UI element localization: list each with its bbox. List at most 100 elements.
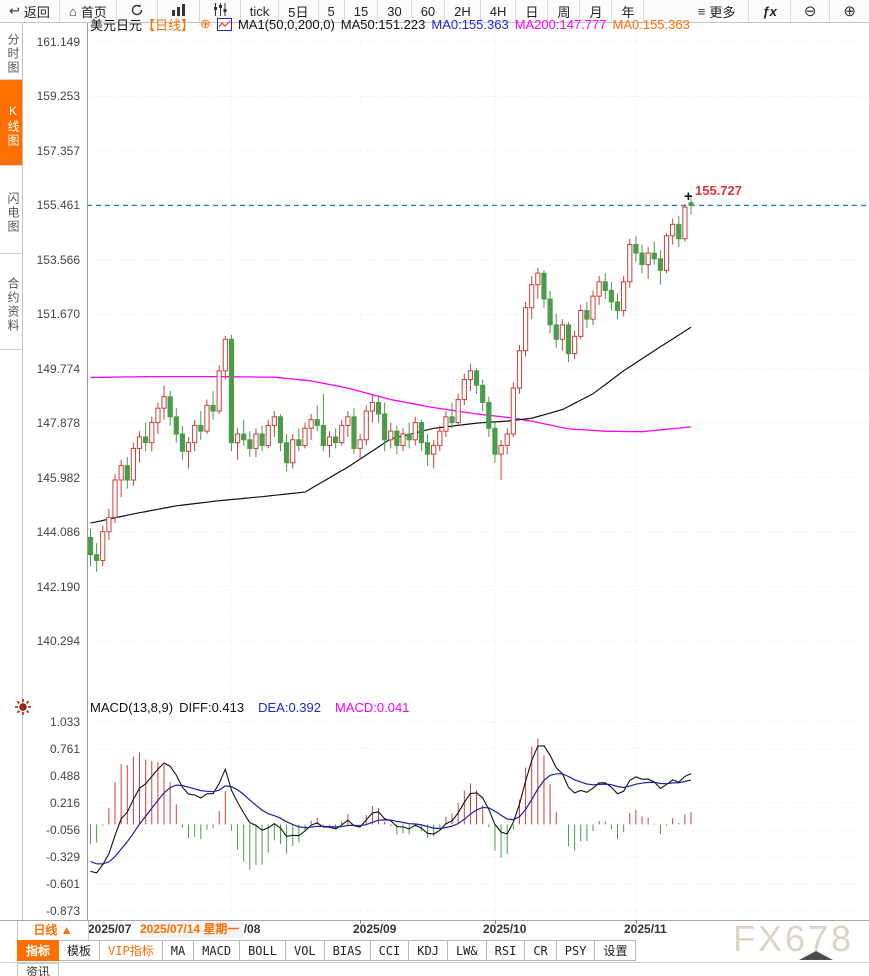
macd-axis-label: 0.761 <box>49 742 80 756</box>
indicator-button-MA[interactable]: MA <box>162 940 195 961</box>
period-button-5日[interactable]: 5日 <box>279 0 319 22</box>
chart-header: 美元日元 【日线】 ⊕ MA1(50,0,200,0) MA50:151.223 … <box>90 15 690 33</box>
ma0-blue-value: MA0:155.363 <box>431 16 509 32</box>
indicator-button-设置[interactable]: 设置 <box>595 940 637 961</box>
price-axis-label: 147.878 <box>36 416 80 431</box>
indicator-button-RSI[interactable]: RSI <box>486 940 526 961</box>
home-icon: ⌂ <box>68 3 77 19</box>
column-chart-icon <box>171 3 186 19</box>
period-buttons: tick 5日 5 15 30 60 2H 4H 日周月年 <box>241 0 645 22</box>
collapse-triangle-icon[interactable] <box>799 951 833 960</box>
zoom-out-icon: ⊖ <box>803 3 817 20</box>
macd-diff-value: DIFF:0.413 <box>179 700 245 715</box>
indicator-button-PSY[interactable]: PSY <box>556 940 596 961</box>
price-axis-label: 157.357 <box>36 143 80 158</box>
indicator-button-指标[interactable]: 指标 <box>17 940 60 961</box>
back-button[interactable]: ↩ 返回 <box>0 0 60 22</box>
macd-title: MACD(13,8,9) <box>90 700 174 715</box>
interval-selector[interactable]: 日线 ▲ <box>17 921 89 940</box>
sidebar-item-闪电图[interactable]: 闪电图 <box>0 166 22 254</box>
top-toolbar: ↩ 返回 ⌂ 首页 tick 5日 5 15 30 60 2H 4H 日周月年 ≡ 更多 <box>0 0 869 23</box>
more-label: 更多 <box>709 4 736 20</box>
period-button-5[interactable]: 5 <box>319 0 345 22</box>
price-axis-label: 159.253 <box>36 89 80 104</box>
candles-icon <box>213 3 227 19</box>
plot-left-border <box>87 22 88 920</box>
macd-indicator-chart[interactable] <box>87 698 869 920</box>
indicator-button-CR[interactable]: CR <box>525 940 557 961</box>
refresh-button[interactable] <box>117 0 158 22</box>
price-axis-label: 140.294 <box>36 634 80 649</box>
zoom-in-button[interactable]: ⊕ <box>830 0 869 22</box>
chart-type-sidebar: 分时图 K线图 闪电图 合约资料 <box>0 22 23 920</box>
date-tooltip: 2025/07/14 星期一 <box>140 921 244 938</box>
indicator-button-LW&[interactable]: LW& <box>447 940 487 961</box>
price-axis-label: 142.190 <box>36 579 80 594</box>
indicator-button-BOLL[interactable]: BOLL <box>240 940 286 961</box>
indicator-button-KDJ[interactable]: KDJ <box>409 940 448 961</box>
indicator-settings-icon[interactable] <box>13 697 33 717</box>
x-axis-label: 2025/09 <box>353 922 397 936</box>
bottom-separator <box>0 962 869 963</box>
x-axis-label: 2025/11 <box>624 922 667 936</box>
price-axis-label: 161.149 <box>36 35 80 49</box>
indicator-fx-button[interactable]: ƒx <box>749 0 791 22</box>
macd-header: MACD(13,8,9) DIFF:0.413 DEA:0.392 MACD:0… <box>90 700 409 715</box>
indicator-button-MACD[interactable]: MACD <box>194 940 241 961</box>
candle-chart-button[interactable] <box>200 0 241 22</box>
news-tab[interactable]: 资讯 <box>17 963 59 976</box>
fx-icon: ƒx <box>762 3 777 19</box>
indicator-button-模板[interactable]: 模板 <box>59 940 101 961</box>
back-label: 返回 <box>23 4 50 20</box>
ma200-value: MA200:147.777 <box>514 16 607 32</box>
home-button[interactable]: ⌂ 首页 <box>60 0 117 22</box>
sidebar-item-分时图[interactable]: 分时图 <box>0 22 22 80</box>
period-button-30[interactable]: 30 <box>378 0 412 22</box>
sidebar-item-K线图[interactable]: K线图 <box>0 80 22 166</box>
indicator-button-BIAS[interactable]: BIAS <box>324 940 371 961</box>
period-button-2H[interactable]: 2H <box>445 0 481 22</box>
main-price-chart[interactable] <box>87 22 869 698</box>
more-button[interactable]: ≡ 更多 <box>685 0 750 22</box>
macd-axis-label: 1.033 <box>49 715 80 730</box>
macd-axis-label: -0.056 <box>45 822 80 837</box>
period-button-周[interactable]: 周 <box>548 0 581 22</box>
macd-hist-value: MACD:0.041 <box>334 700 410 715</box>
symbol-name: 美元日元 <box>90 17 143 33</box>
indicator-button-CCI[interactable]: CCI <box>370 940 410 961</box>
indicator-button-VIP指标[interactable]: VIP指标 <box>100 940 163 961</box>
price-axis-label: 149.774 <box>36 361 80 376</box>
period-button-tick[interactable]: tick <box>241 0 280 22</box>
macd-axis-label: -0.601 <box>45 876 80 891</box>
home-label: 首页 <box>80 4 107 20</box>
period-button-日[interactable]: 日 <box>516 0 549 22</box>
ma0-orange-value: MA0:155.363 <box>612 16 690 32</box>
indicator-button-VOL[interactable]: VOL <box>285 940 325 961</box>
sidebar-item-合约资料[interactable]: 合约资料 <box>0 254 22 350</box>
period-button-15[interactable]: 15 <box>345 0 379 22</box>
zoom-in-icon: ⊕ <box>843 3 856 20</box>
period-button-4H[interactable]: 4H <box>481 0 517 22</box>
ma-settings-label: MA1(50,0,200,0) <box>237 16 335 32</box>
price-axis-label: 145.982 <box>36 470 80 485</box>
macd-axis-label: -0.873 <box>45 903 80 918</box>
period-button-月[interactable]: 月 <box>580 0 613 22</box>
period-tag: 【日线】 <box>142 17 195 33</box>
period-button-年[interactable]: 年 <box>612 0 645 22</box>
zoom-out-button[interactable]: ⊖ <box>791 0 831 22</box>
crosshair-marker: + <box>684 188 693 205</box>
add-indicator-icon[interactable]: ⊕ <box>200 16 211 31</box>
column-chart-button[interactable] <box>158 0 200 22</box>
macd-axis-label: 0.488 <box>49 769 80 784</box>
x-axis-label: 2025/10 <box>483 922 527 936</box>
last-price-label: 155.727 <box>695 183 742 198</box>
period-button-60[interactable]: 60 <box>412 0 446 22</box>
price-axis-label: 153.566 <box>36 252 80 267</box>
back-icon: ↩ <box>9 3 20 18</box>
ma50-value: MA50:151.223 <box>340 16 426 32</box>
macd-axis-label: -0.329 <box>45 849 80 864</box>
ma-settings-icon[interactable] <box>216 17 232 31</box>
indicator-toolbar: 指标 模板 VIP指标 MA MACD BOLL VOL BIAS CCI KDJ LW& RSI CR… <box>17 940 637 961</box>
x-axis-tick <box>636 920 637 924</box>
